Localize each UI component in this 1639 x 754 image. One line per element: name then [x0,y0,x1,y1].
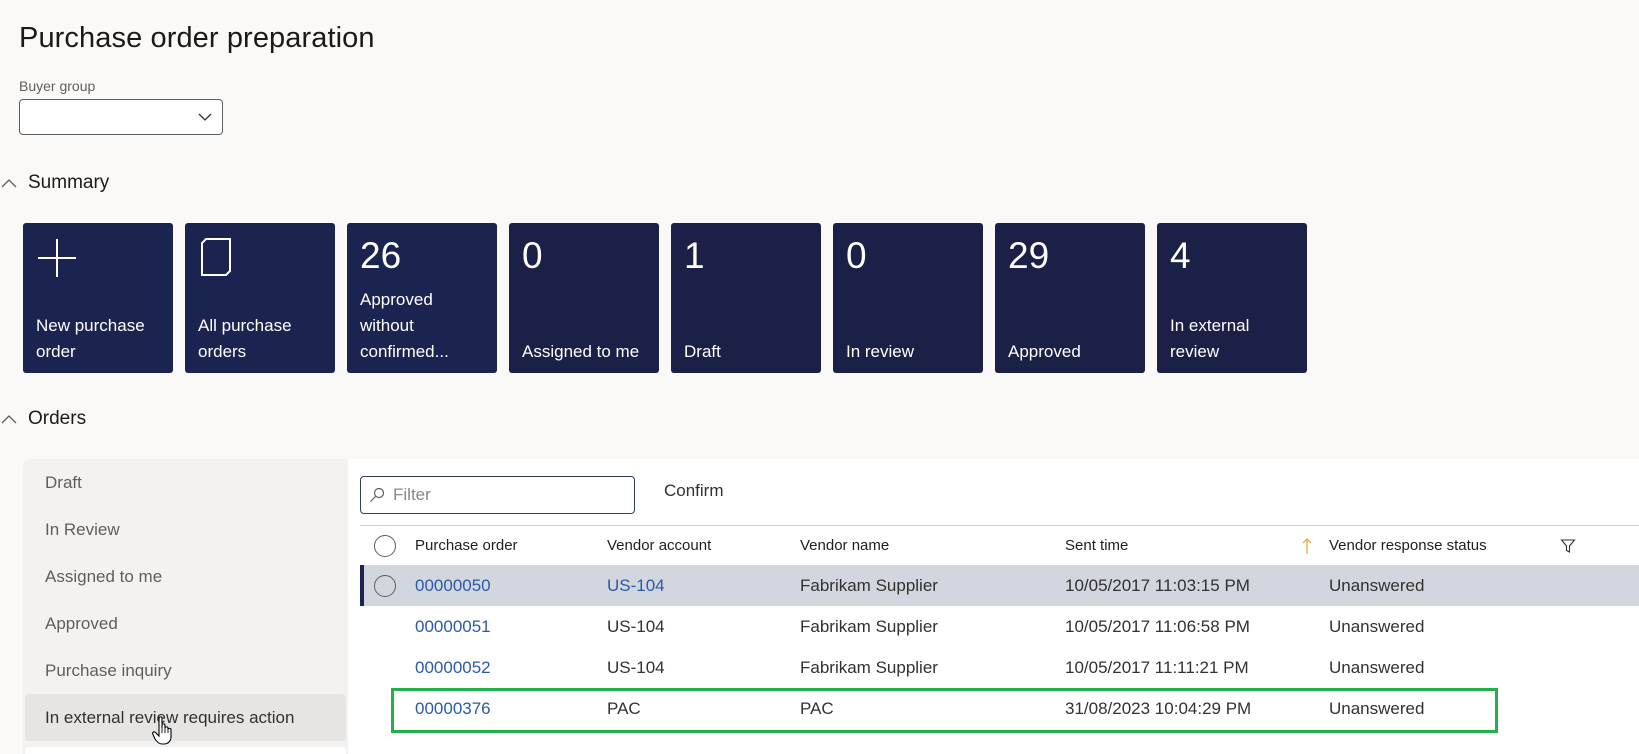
tile-approved-without-confirmed[interactable]: 26 Approved without confirmed... [347,223,497,373]
orders-grid-area: Confirm Purchase order Vendor account Ve… [348,459,1639,754]
sent-time: 10/05/2017 11:03:15 PM [1065,575,1250,595]
table-row[interactable]: 00000051 US-104 Fabrikam Supplier 10/05/… [360,606,1639,647]
table-row[interactable]: 00000052 US-104 Fabrikam Supplier 10/05/… [360,647,1639,688]
column-header-sent-time[interactable]: Sent time [1065,537,1129,554]
buyer-group-label: Buyer group [19,78,96,94]
column-header-vendor-account[interactable]: Vendor account [607,537,712,554]
orders-section-toggle[interactable]: Orders [0,408,86,430]
orders-grid: Purchase order Vendor account Vendor nam… [360,525,1639,729]
tile-label: Approved [1008,342,1081,361]
sent-time: 31/08/2023 10:04:29 PM [1065,698,1252,718]
purchase-order-link[interactable]: 00000376 [415,698,491,718]
purchase-order-link[interactable]: 00000051 [415,616,491,636]
tile-draft[interactable]: 1 Draft [671,223,821,373]
tile-count: 0 [522,235,543,276]
vendor-account: US-104 [607,616,665,636]
tile-label: Draft [684,342,721,361]
summary-tiles: New purchase order All purchase orders 2… [23,223,1307,373]
purchase-order-link[interactable]: 00000050 [415,575,491,595]
summary-section-toggle[interactable]: Summary [0,172,109,194]
tile-assigned-to-me[interactable]: 0 Assigned to me [509,223,659,373]
tile-in-external-review[interactable]: 4 In external review [1157,223,1307,373]
column-header-purchase-order[interactable]: Purchase order [415,537,518,554]
vendor-account-link[interactable]: US-104 [607,575,665,595]
nav-item-in-external-review-requires-action[interactable]: In external review requires action [25,694,346,741]
vendor-name: Fabrikam Supplier [800,616,938,636]
tile-in-review[interactable]: 0 In review [833,223,983,373]
tile-label: All purchase orders [198,316,292,361]
chevron-up-icon [1,415,17,424]
nav-item-partial[interactable] [25,747,346,754]
filter-input[interactable] [393,485,623,505]
grid-header-row: Purchase order Vendor account Vendor nam… [360,526,1639,565]
plus-icon [38,239,76,277]
filter-field[interactable] [360,476,635,514]
tile-approved[interactable]: 29 Approved [995,223,1145,373]
search-icon [370,487,385,502]
select-all-checkbox[interactable] [374,534,396,557]
orders-side-nav: Draft In Review Assigned to me Approved … [23,459,348,754]
tile-label: In external review [1170,316,1250,361]
tile-count: 0 [846,235,867,276]
table-row[interactable]: 00000050 US-104 Fabrikam Supplier 10/05/… [360,565,1639,606]
tile-count: 26 [360,235,402,276]
sent-time: 10/05/2017 11:06:58 PM [1065,616,1250,636]
filter-funnel-icon[interactable] [1560,538,1576,554]
chevron-down-icon [198,113,212,121]
column-header-vendor-response-status[interactable]: Vendor response status [1329,537,1487,554]
vendor-response-status: Unanswered [1329,657,1425,677]
tile-label: Approved without confirmed... [360,290,449,361]
vendor-response-status: Unanswered [1329,698,1425,718]
orders-panel: Draft In Review Assigned to me Approved … [23,459,1639,754]
chevron-up-icon [1,179,17,188]
tile-count: 1 [684,235,705,276]
row-checkbox[interactable] [374,574,396,597]
tile-new-purchase-order[interactable]: New purchase order [23,223,173,373]
vendor-response-status: Unanswered [1329,575,1425,595]
buyer-group-dropdown[interactable] [19,99,223,135]
document-icon [201,238,231,276]
tile-label: In review [846,342,915,361]
tile-label: New purchase order [36,316,145,361]
tile-count: 29 [1008,235,1050,276]
table-row[interactable]: 00000376 PAC PAC 31/08/2023 10:04:29 PM … [360,688,1639,729]
orders-heading: Orders [28,408,87,429]
tile-count: 4 [1170,235,1191,276]
confirm-button[interactable]: Confirm [664,481,724,500]
vendor-name: PAC [800,698,834,718]
vendor-account: US-104 [607,657,665,677]
vendor-response-status: Unanswered [1329,616,1425,636]
nav-item-assigned-to-me[interactable]: Assigned to me [45,566,163,586]
vendor-account: PAC [607,698,641,718]
nav-item-purchase-inquiry[interactable]: Purchase inquiry [45,660,172,680]
column-header-vendor-name[interactable]: Vendor name [800,537,890,554]
purchase-order-link[interactable]: 00000052 [415,657,491,677]
nav-item-approved[interactable]: Approved [45,613,118,633]
vendor-name: Fabrikam Supplier [800,657,938,677]
nav-item-draft[interactable]: Draft [45,472,82,492]
summary-heading: Summary [28,172,110,193]
nav-item-in-review[interactable]: In Review [45,519,120,539]
sent-time: 10/05/2017 11:11:21 PM [1065,657,1249,677]
sort-ascending-icon[interactable] [1301,537,1313,555]
tile-label: Assigned to me [522,342,640,361]
page-title: Purchase order preparation [19,22,375,54]
tile-all-purchase-orders[interactable]: All purchase orders [185,223,335,373]
vendor-name: Fabrikam Supplier [800,575,938,595]
